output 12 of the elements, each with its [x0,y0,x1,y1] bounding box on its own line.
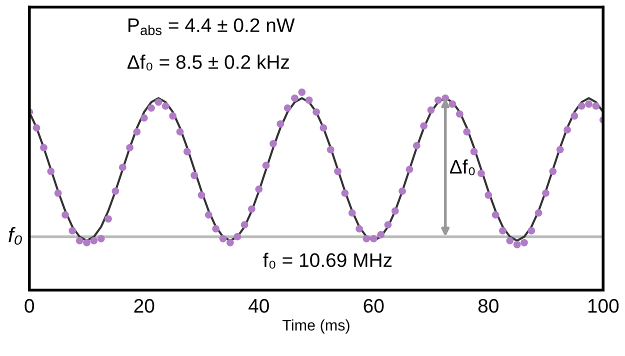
x-tick-label: 40 [248,298,269,313]
annotation: f₀ = 10.69 MHz [263,252,392,269]
x-tick-label: 0 [24,298,34,313]
x-tick-label: 20 [134,298,154,313]
x-axis-title: Time (ms) [282,319,350,334]
x-tick-label: 60 [364,298,384,313]
text: Δf₀ = 8.5 ± 0.2 kHz [127,54,289,71]
x-tick-label: 100 [588,298,619,313]
x-tick-label: 80 [478,298,498,313]
text: P$_{abs}$ = 4.4 ± 0.2 nW [128,18,295,36]
annotation: Δf₀ [450,159,475,176]
ref-line-label: f₀ [8,226,22,245]
